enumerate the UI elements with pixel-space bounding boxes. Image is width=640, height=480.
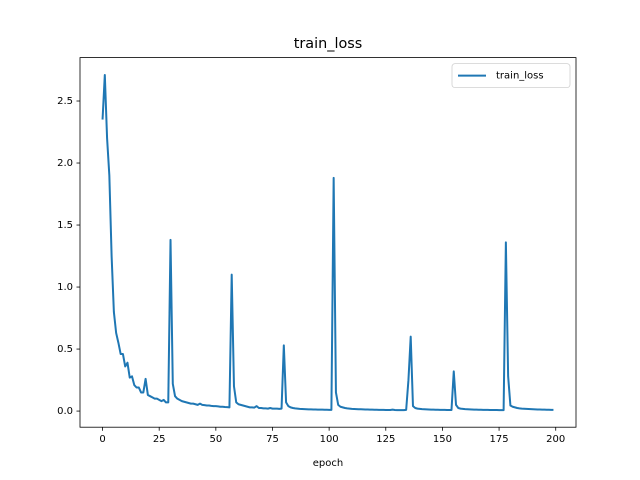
x-tick-label: 125 — [376, 434, 395, 445]
legend-label: train_loss — [496, 71, 544, 82]
y-tick-label: 2.5 — [57, 96, 73, 107]
line-series — [101, 73, 554, 412]
x-tick-label: 100 — [320, 434, 339, 445]
legend-box — [451, 63, 571, 88]
x-tick-label: 175 — [490, 434, 509, 445]
plot-frame — [79, 57, 577, 428]
x-tick-label: 25 — [153, 434, 166, 445]
x-axis-label: epoch — [313, 458, 343, 469]
x-tick-label: 200 — [546, 434, 565, 445]
x-tick-label: 50 — [209, 434, 222, 445]
y-tick-label: 0.0 — [57, 406, 73, 417]
y-tick-label: 2.0 — [57, 158, 73, 169]
y-tick-label: 1.0 — [57, 282, 73, 293]
x-tick-label: 150 — [433, 434, 452, 445]
x-tick-label: 0 — [99, 434, 105, 445]
y-tick-label: 0.5 — [57, 344, 73, 355]
chart-title: train_loss — [294, 36, 363, 52]
y-tick-label: 1.5 — [57, 220, 73, 231]
x-tick-label: 75 — [266, 434, 279, 445]
